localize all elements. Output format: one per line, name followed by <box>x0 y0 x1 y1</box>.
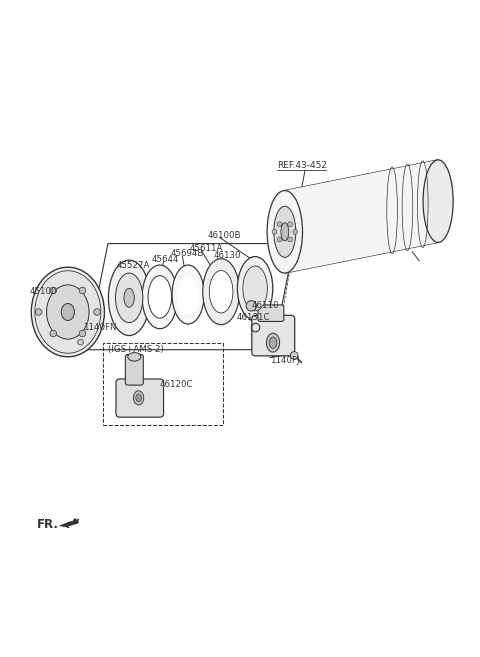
Text: 46110: 46110 <box>252 302 279 310</box>
Ellipse shape <box>172 265 204 324</box>
Circle shape <box>288 222 292 227</box>
Ellipse shape <box>116 273 143 323</box>
Text: 45611A: 45611A <box>190 244 223 253</box>
Ellipse shape <box>209 271 233 313</box>
Ellipse shape <box>274 206 296 258</box>
Ellipse shape <box>423 160 453 242</box>
Circle shape <box>277 222 282 227</box>
Ellipse shape <box>269 337 277 348</box>
Ellipse shape <box>243 266 267 311</box>
Text: 45100: 45100 <box>30 287 57 296</box>
Ellipse shape <box>133 391 144 405</box>
Ellipse shape <box>108 260 150 336</box>
Circle shape <box>290 351 298 359</box>
Ellipse shape <box>35 271 101 353</box>
Ellipse shape <box>128 353 141 361</box>
Text: 46131C: 46131C <box>237 313 270 322</box>
Text: 1140FN: 1140FN <box>84 323 117 332</box>
Ellipse shape <box>61 304 74 321</box>
Ellipse shape <box>136 394 142 401</box>
Ellipse shape <box>267 191 302 273</box>
FancyBboxPatch shape <box>116 379 164 417</box>
Circle shape <box>94 309 100 315</box>
Ellipse shape <box>142 265 178 328</box>
FancyBboxPatch shape <box>258 305 284 321</box>
Ellipse shape <box>148 276 172 318</box>
FancyBboxPatch shape <box>252 315 295 356</box>
Text: REF.43-452: REF.43-452 <box>277 161 327 170</box>
Circle shape <box>50 330 57 337</box>
Polygon shape <box>60 519 79 528</box>
Ellipse shape <box>203 259 240 325</box>
Circle shape <box>272 229 277 234</box>
FancyBboxPatch shape <box>125 354 144 385</box>
Text: 1140FJ: 1140FJ <box>270 355 299 365</box>
Circle shape <box>288 237 292 242</box>
Ellipse shape <box>124 288 134 307</box>
Circle shape <box>79 330 86 337</box>
Circle shape <box>293 229 298 234</box>
Text: 45527A: 45527A <box>117 261 150 270</box>
Text: 45644: 45644 <box>151 255 179 263</box>
Text: 46130: 46130 <box>214 252 241 260</box>
Ellipse shape <box>266 333 280 352</box>
Circle shape <box>50 287 57 294</box>
Ellipse shape <box>47 285 89 339</box>
Ellipse shape <box>178 275 199 314</box>
Circle shape <box>246 301 256 311</box>
Ellipse shape <box>238 257 273 320</box>
Ellipse shape <box>281 223 288 241</box>
Circle shape <box>79 287 86 294</box>
Text: 46120C: 46120C <box>160 380 193 389</box>
Ellipse shape <box>31 267 104 357</box>
Text: (IGS+AMS 2): (IGS+AMS 2) <box>108 345 164 354</box>
Text: 45694B: 45694B <box>170 250 204 258</box>
Circle shape <box>277 237 282 242</box>
Circle shape <box>78 340 84 345</box>
Polygon shape <box>285 160 438 273</box>
Circle shape <box>36 309 42 315</box>
Text: 46100B: 46100B <box>208 231 241 240</box>
Text: FR.: FR. <box>37 518 59 531</box>
